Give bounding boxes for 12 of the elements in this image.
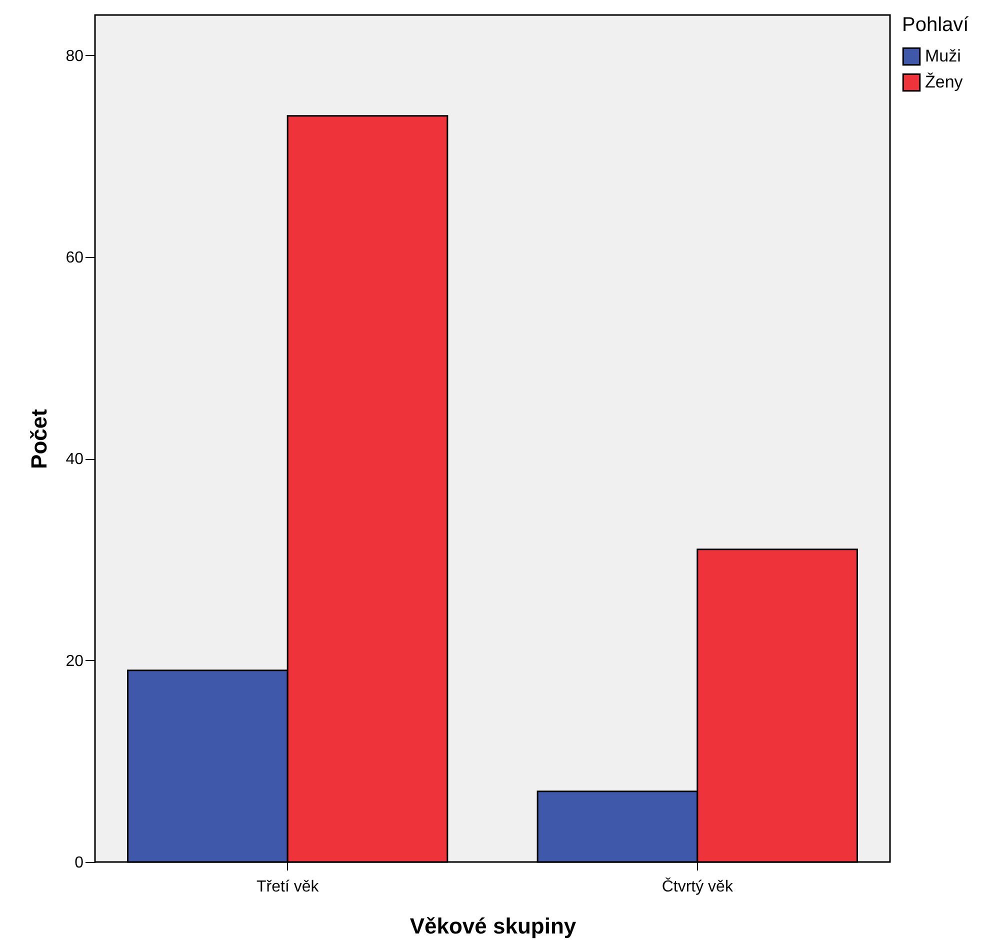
x-axis-title: Věkové skupiny: [410, 914, 577, 938]
legend-label: Muži: [925, 46, 961, 66]
y-tick-label: 80: [66, 48, 84, 65]
y-tick-label: 40: [66, 451, 84, 468]
y-axis-title: Počet: [26, 408, 52, 469]
legend-label: Ženy: [925, 72, 964, 92]
x-tick-label: Čtvrtý věk: [662, 878, 734, 896]
x-tick-label: Třetí věk: [256, 878, 320, 896]
y-tick-label: 0: [74, 854, 84, 872]
legend-title: Pohlaví: [902, 14, 970, 36]
y-tick-label: 60: [66, 250, 84, 266]
y-tick-label: 20: [66, 652, 84, 670]
